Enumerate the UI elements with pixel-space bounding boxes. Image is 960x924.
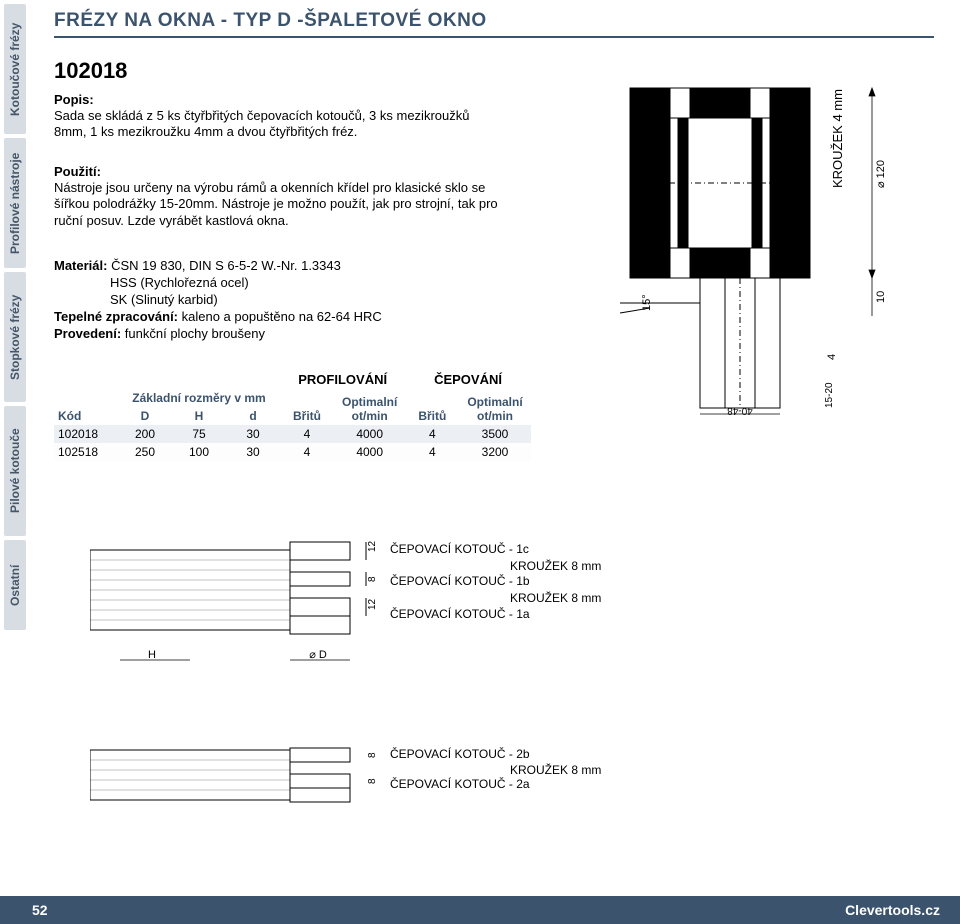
footer: 52 Clevertools.cz: [0, 896, 960, 924]
label-sp2: KROUŽEK 8 mm: [510, 590, 601, 605]
cell-H: 100: [172, 443, 226, 461]
cell-o2: 3500: [459, 425, 530, 443]
title-main: FRÉZY NA OKNA - TYP D: [54, 10, 297, 31]
material-sk: SK (Slinutý karbid): [110, 292, 218, 307]
title-underline: [54, 36, 934, 38]
sidebar: Kotoučové frézy Profilové nástroje Stopk…: [4, 4, 26, 874]
dim-15deg: 15°: [641, 294, 653, 311]
cell-d: 30: [226, 443, 280, 461]
material-block: Materiál: ČSN 19 830, DIN S 6-5-2 W.-Nr.…: [54, 258, 494, 342]
dim-1520: 15-20: [824, 382, 835, 408]
provedeni-label: Provedení:: [54, 326, 121, 341]
cell-H: 75: [172, 425, 226, 443]
page-title: FRÉZY NA OKNA - TYP D -ŠPALETOVÉ OKNO: [54, 10, 487, 32]
sidebar-tab-ostatni[interactable]: Ostatní: [4, 540, 26, 630]
page-number: 52: [32, 902, 48, 918]
th-H: H: [172, 407, 226, 425]
dim-12b: 12: [367, 598, 378, 610]
label-2a: ČEPOVACÍ KOTOUČ - 2a: [390, 776, 530, 791]
cell-d: 30: [226, 425, 280, 443]
material-value: ČSN 19 830, DIN S 6-5-2 W.-Nr. 1.3343: [107, 258, 340, 273]
tepelne-value: kaleno a popuštěno na 62-64 HRC: [178, 309, 382, 324]
label-1a: ČEPOVACÍ KOTOUČ - 1a: [390, 606, 530, 621]
sidebar-tab-pilove[interactable]: Pilové kotouče: [4, 406, 26, 536]
th-d: d: [226, 407, 280, 425]
popis-label: Popis:: [54, 92, 94, 107]
th-profilovani: PROFILOVÁNÍ: [280, 370, 405, 389]
dim-10: 10: [875, 291, 887, 303]
th-ot2: Optimalní ot/min: [459, 389, 530, 425]
cell-kod: 102018: [54, 425, 118, 443]
cell-D: 200: [118, 425, 172, 443]
th-cepovani: ČEPOVÁNÍ: [405, 370, 530, 389]
table-row: 102018 200 75 30 4 4000 4 3500: [54, 425, 531, 443]
dim-4048: 40-48: [727, 405, 753, 416]
technical-drawing-right: 15° KROUŽEK 4 mm ⌀ 120 10 4 40-48 15-20: [610, 78, 930, 418]
dim-8: 8: [367, 576, 378, 582]
pouziti-label: Použití:: [54, 164, 101, 179]
cell-o1: 4000: [334, 425, 405, 443]
th-britu2: Břitů: [405, 389, 459, 425]
sidebar-tab-kotoucove[interactable]: Kotoučové frézy: [4, 4, 26, 134]
label-krouzek4: KROUŽEK 4 mm: [830, 89, 845, 188]
title-sub: -ŠPALETOVÉ OKNO: [297, 10, 486, 31]
label-sp1: KROUŽEK 8 mm: [510, 558, 601, 573]
dim-8b: 8: [367, 778, 378, 784]
sidebar-tab-stopkove[interactable]: Stopkové frézy: [4, 272, 26, 402]
label-1b: ČEPOVACÍ KOTOUČ - 1b: [390, 573, 530, 588]
material-hss: HSS (Rychlořezná ocel): [110, 275, 249, 290]
cell-o2: 3200: [459, 443, 530, 461]
cell-kod: 102518: [54, 443, 118, 461]
technical-drawing-bottom-2: 8 8 ČEPOVACÍ KOTOUČ - 2b KROUŽEK 8 mm ČE…: [90, 730, 650, 830]
dim-H: H: [148, 649, 156, 661]
dim-D: ⌀ D: [309, 649, 327, 661]
cell-b2: 4: [405, 425, 459, 443]
label-2b: ČEPOVACÍ KOTOUČ - 2b: [390, 746, 530, 761]
th-kod: Kód: [54, 389, 118, 425]
material-label: Materiál:: [54, 258, 107, 273]
cell-D: 250: [118, 443, 172, 461]
cell-b1: 4: [280, 443, 334, 461]
th-ot1: Optimalní ot/min: [334, 389, 405, 425]
table-row: 102518 250 100 30 4 4000 4 3200: [54, 443, 531, 461]
dim-12a: 12: [367, 540, 378, 552]
provedeni-value: funkční plochy broušeny: [121, 326, 265, 341]
sidebar-tab-profilove[interactable]: Profilové nástroje: [4, 138, 26, 268]
pouziti-text: Nástroje jsou určeny na výrobu rámů a ok…: [54, 180, 509, 229]
th-dim: Základní rozměry v mm: [118, 389, 280, 407]
label-sp1b: KROUŽEK 8 mm: [510, 762, 601, 777]
cell-b1: 4: [280, 425, 334, 443]
dim-d120: ⌀ 120: [875, 160, 887, 188]
dim-4: 4: [826, 354, 838, 360]
technical-drawing-bottom-1: 12 8 12 ČEPOVACÍ KOTOUČ - 1c KROUŽEK 8 m…: [90, 530, 650, 690]
cell-b2: 4: [405, 443, 459, 461]
product-code: 102018: [54, 58, 127, 84]
dim-8a: 8: [367, 752, 378, 758]
th-britu1: Břitů: [280, 389, 334, 425]
tepelne-label: Tepelné zpracování:: [54, 309, 178, 324]
spec-table: PROFILOVÁNÍ ČEPOVÁNÍ Kód Základní rozměr…: [54, 370, 531, 461]
label-1c: ČEPOVACÍ KOTOUČ - 1c: [390, 541, 529, 556]
cell-o1: 4000: [334, 443, 405, 461]
th-D: D: [118, 407, 172, 425]
popis-text: Sada se skládá z 5 ks čtyřbřitých čepova…: [54, 108, 484, 141]
footer-site: Clevertools.cz: [845, 902, 940, 918]
